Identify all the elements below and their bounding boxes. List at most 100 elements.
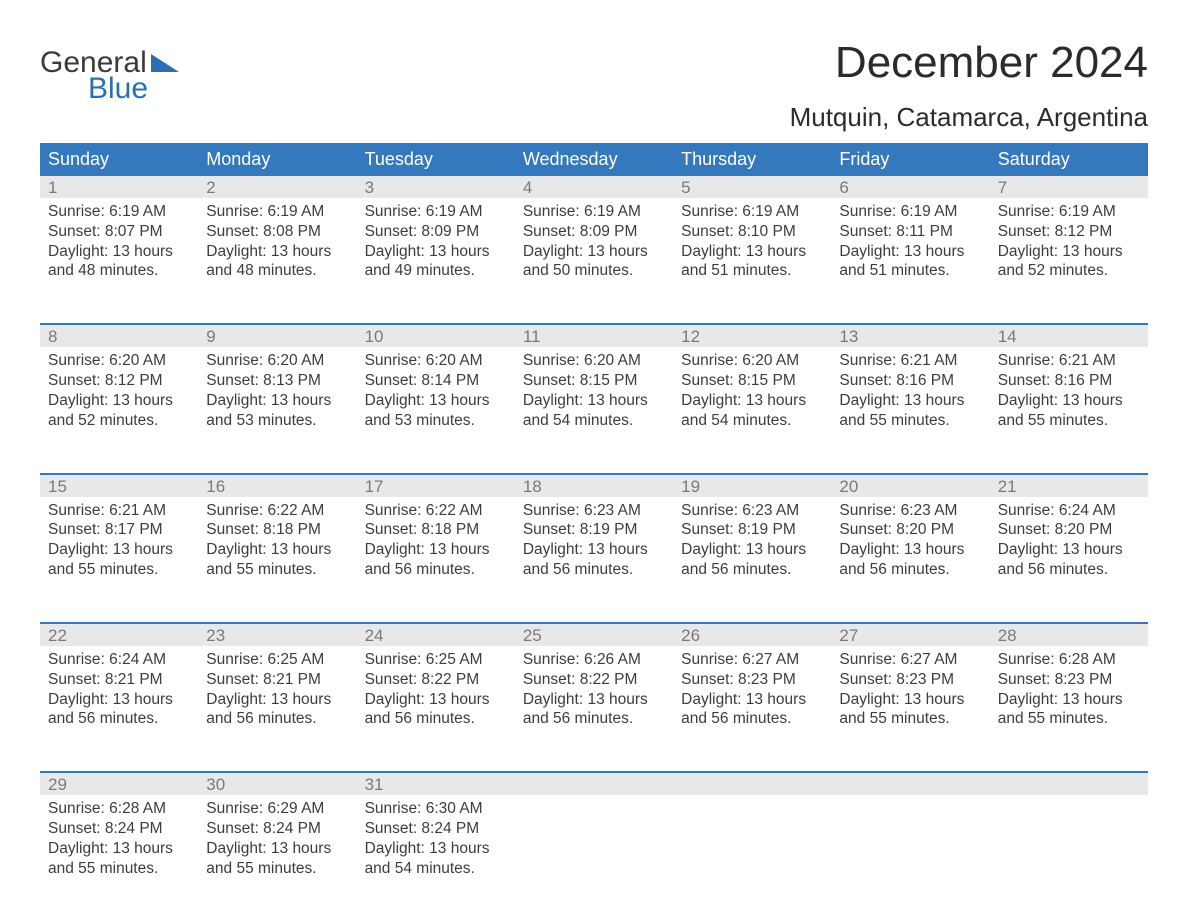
daylight-line-2: and 56 minutes. [839,560,981,580]
day-header-cell: Monday [198,143,356,176]
daylight-line-1: Daylight: 13 hours [681,690,823,710]
day-number: 3 [357,176,515,198]
day-cell: Sunrise: 6:29 AMSunset: 8:24 PMDaylight:… [198,795,356,886]
sunrise-line: Sunrise: 6:22 AM [365,501,507,521]
day-cell: Sunrise: 6:23 AMSunset: 8:20 PMDaylight:… [831,497,989,588]
week-spacer [40,905,1148,921]
daylight-line-2: and 48 minutes. [206,261,348,281]
sunrise-line: Sunrise: 6:20 AM [206,351,348,371]
day-cell: Sunrise: 6:19 AMSunset: 8:12 PMDaylight:… [990,198,1148,289]
day-number: 6 [831,176,989,198]
day-cell: Sunrise: 6:26 AMSunset: 8:22 PMDaylight:… [515,646,673,737]
day-cell: Sunrise: 6:25 AMSunset: 8:22 PMDaylight:… [357,646,515,737]
sunset-line: Sunset: 8:13 PM [206,371,348,391]
sunrise-line: Sunrise: 6:28 AM [998,650,1140,670]
day-cell: Sunrise: 6:30 AMSunset: 8:24 PMDaylight:… [357,795,515,886]
sunset-line: Sunset: 8:23 PM [998,670,1140,690]
day-cell [673,795,831,886]
sunrise-line: Sunrise: 6:20 AM [523,351,665,371]
week-spacer [40,307,1148,323]
daylight-line-1: Daylight: 13 hours [839,242,981,262]
daylight-line-1: Daylight: 13 hours [206,540,348,560]
day-cell: Sunrise: 6:24 AMSunset: 8:21 PMDaylight:… [40,646,198,737]
sunset-line: Sunset: 8:09 PM [365,222,507,242]
day-cell: Sunrise: 6:21 AMSunset: 8:16 PMDaylight:… [831,347,989,438]
sunrise-line: Sunrise: 6:19 AM [681,202,823,222]
daylight-line-2: and 48 minutes. [48,261,190,281]
sunset-line: Sunset: 8:10 PM [681,222,823,242]
day-number: 18 [515,475,673,497]
day-cell [831,795,989,886]
sunset-line: Sunset: 8:19 PM [681,520,823,540]
daylight-line-2: and 55 minutes. [839,709,981,729]
sunset-line: Sunset: 8:19 PM [523,520,665,540]
sunset-line: Sunset: 8:16 PM [839,371,981,391]
daylight-line-2: and 53 minutes. [365,411,507,431]
day-header-cell: Friday [831,143,989,176]
daylight-line-1: Daylight: 13 hours [523,391,665,411]
sunset-line: Sunset: 8:21 PM [206,670,348,690]
daylight-line-1: Daylight: 13 hours [365,242,507,262]
day-number [673,773,831,795]
daylight-line-2: and 52 minutes. [998,261,1140,281]
daynum-row: 1234567 [40,176,1148,198]
week-spacer [40,606,1148,622]
daylight-line-1: Daylight: 13 hours [523,242,665,262]
day-cell: Sunrise: 6:22 AMSunset: 8:18 PMDaylight:… [198,497,356,588]
day-number: 20 [831,475,989,497]
day-header-cell: Thursday [673,143,831,176]
daylight-line-1: Daylight: 13 hours [206,839,348,859]
day-number: 22 [40,624,198,646]
daylight-line-1: Daylight: 13 hours [681,540,823,560]
day-cell: Sunrise: 6:20 AMSunset: 8:15 PMDaylight:… [673,347,831,438]
daylight-line-2: and 51 minutes. [681,261,823,281]
day-cell: Sunrise: 6:27 AMSunset: 8:23 PMDaylight:… [831,646,989,737]
week-row: Sunrise: 6:20 AMSunset: 8:12 PMDaylight:… [40,347,1148,438]
sunset-line: Sunset: 8:17 PM [48,520,190,540]
daylight-line-1: Daylight: 13 hours [365,690,507,710]
logo-flag-icon [151,54,179,72]
day-header-cell: Saturday [990,143,1148,176]
week-row: Sunrise: 6:28 AMSunset: 8:24 PMDaylight:… [40,795,1148,886]
day-cell: Sunrise: 6:19 AMSunset: 8:09 PMDaylight:… [515,198,673,289]
week-spacer [40,755,1148,771]
day-cell: Sunrise: 6:22 AMSunset: 8:18 PMDaylight:… [357,497,515,588]
daylight-line-1: Daylight: 13 hours [839,690,981,710]
day-number: 15 [40,475,198,497]
sunset-line: Sunset: 8:11 PM [839,222,981,242]
sunset-line: Sunset: 8:08 PM [206,222,348,242]
sunset-line: Sunset: 8:14 PM [365,371,507,391]
sunrise-line: Sunrise: 6:22 AM [206,501,348,521]
day-header-cell: Wednesday [515,143,673,176]
sunrise-line: Sunrise: 6:19 AM [523,202,665,222]
daylight-line-1: Daylight: 13 hours [206,690,348,710]
sunset-line: Sunset: 8:20 PM [839,520,981,540]
daynum-row: 293031 [40,771,1148,795]
day-number: 31 [357,773,515,795]
sunrise-line: Sunrise: 6:24 AM [48,650,190,670]
sunset-line: Sunset: 8:16 PM [998,371,1140,391]
sunrise-line: Sunrise: 6:21 AM [48,501,190,521]
day-cell: Sunrise: 6:20 AMSunset: 8:15 PMDaylight:… [515,347,673,438]
daylight-line-2: and 54 minutes. [365,859,507,879]
sunrise-line: Sunrise: 6:30 AM [365,799,507,819]
daylight-line-2: and 55 minutes. [206,560,348,580]
daynum-row: 15161718192021 [40,473,1148,497]
day-number: 7 [990,176,1148,198]
day-number: 19 [673,475,831,497]
daylight-line-1: Daylight: 13 hours [48,391,190,411]
sunset-line: Sunset: 8:20 PM [998,520,1140,540]
daylight-line-2: and 55 minutes. [48,859,190,879]
daylight-line-1: Daylight: 13 hours [365,540,507,560]
logo: General Blue [40,20,179,104]
sunset-line: Sunset: 8:24 PM [365,819,507,839]
day-number: 16 [198,475,356,497]
sunset-line: Sunset: 8:22 PM [523,670,665,690]
daylight-line-1: Daylight: 13 hours [48,540,190,560]
daylight-line-1: Daylight: 13 hours [998,391,1140,411]
day-cell: Sunrise: 6:28 AMSunset: 8:23 PMDaylight:… [990,646,1148,737]
location: Mutquin, Catamarca, Argentina [790,102,1148,133]
sunset-line: Sunset: 8:15 PM [681,371,823,391]
day-header-cell: Sunday [40,143,198,176]
sunset-line: Sunset: 8:22 PM [365,670,507,690]
